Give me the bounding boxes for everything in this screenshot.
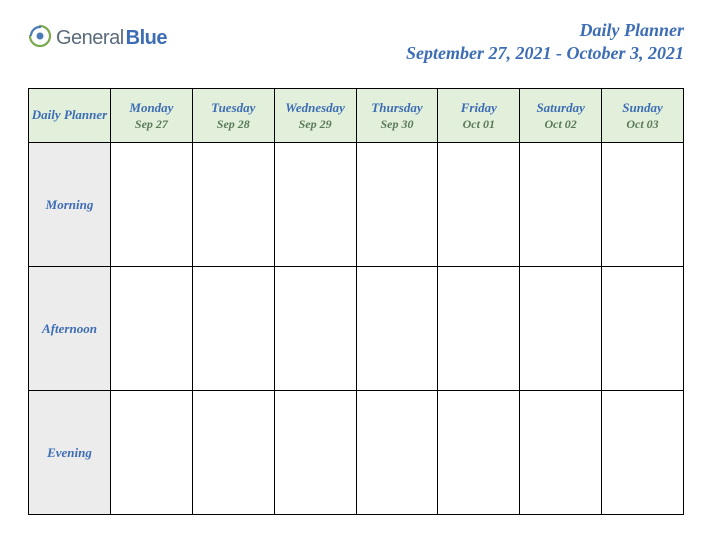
plan-cell: [356, 143, 438, 267]
day-name: Sunday: [602, 100, 683, 116]
day-header-mon: Monday Sep 27: [111, 89, 193, 143]
day-name: Tuesday: [193, 100, 274, 116]
page-title: Daily Planner: [406, 20, 684, 41]
day-header-sat: Saturday Oct 02: [520, 89, 602, 143]
day-header-tue: Tuesday Sep 28: [192, 89, 274, 143]
day-header-wed: Wednesday Sep 29: [274, 89, 356, 143]
day-header-fri: Friday Oct 01: [438, 89, 520, 143]
header-row: General Blue Daily Planner September 27,…: [28, 20, 684, 64]
day-name: Saturday: [520, 100, 601, 116]
plan-cell: [602, 391, 684, 515]
row-header-afternoon: Afternoon: [29, 267, 111, 391]
row-evening: Evening: [29, 391, 684, 515]
plan-cell: [602, 143, 684, 267]
plan-cell: [356, 391, 438, 515]
plan-cell: [111, 143, 193, 267]
plan-cell: [520, 143, 602, 267]
logo-text-blue: Blue: [126, 27, 167, 50]
header-row: Daily Planner Monday Sep 27 Tuesday Sep …: [29, 89, 684, 143]
row-morning: Morning: [29, 143, 684, 267]
row-header-morning: Morning: [29, 143, 111, 267]
plan-cell: [438, 391, 520, 515]
corner-cell: Daily Planner: [29, 89, 111, 143]
plan-cell: [192, 267, 274, 391]
day-name: Friday: [438, 100, 519, 116]
day-name: Thursday: [357, 100, 438, 116]
day-date: Sep 30: [357, 117, 438, 132]
plan-cell: [274, 267, 356, 391]
day-name: Wednesday: [275, 100, 356, 116]
day-date: Oct 03: [602, 117, 683, 132]
day-date: Oct 02: [520, 117, 601, 132]
plan-cell: [192, 143, 274, 267]
plan-cell: [438, 143, 520, 267]
plan-cell: [111, 391, 193, 515]
plan-cell: [602, 267, 684, 391]
day-date: Oct 01: [438, 117, 519, 132]
plan-cell: [520, 267, 602, 391]
day-date: Sep 27: [111, 117, 192, 132]
plan-cell: [192, 391, 274, 515]
plan-cell: [356, 267, 438, 391]
plan-cell: [274, 391, 356, 515]
title-block: Daily Planner September 27, 2021 - Octob…: [406, 20, 684, 64]
day-header-sun: Sunday Oct 03: [602, 89, 684, 143]
logo: General Blue: [28, 20, 167, 50]
day-header-thu: Thursday Sep 30: [356, 89, 438, 143]
planner-table: Daily Planner Monday Sep 27 Tuesday Sep …: [28, 88, 684, 515]
corner-label: Daily Planner: [29, 107, 110, 124]
day-date: Sep 29: [275, 117, 356, 132]
day-date: Sep 28: [193, 117, 274, 132]
page-subtitle: September 27, 2021 - October 3, 2021: [406, 43, 684, 64]
logo-swirl-icon: [26, 22, 54, 50]
row-afternoon: Afternoon: [29, 267, 684, 391]
plan-cell: [274, 143, 356, 267]
row-header-evening: Evening: [29, 391, 111, 515]
plan-cell: [520, 391, 602, 515]
logo-text-general: General: [56, 27, 124, 50]
day-name: Monday: [111, 100, 192, 116]
plan-cell: [438, 267, 520, 391]
plan-cell: [111, 267, 193, 391]
